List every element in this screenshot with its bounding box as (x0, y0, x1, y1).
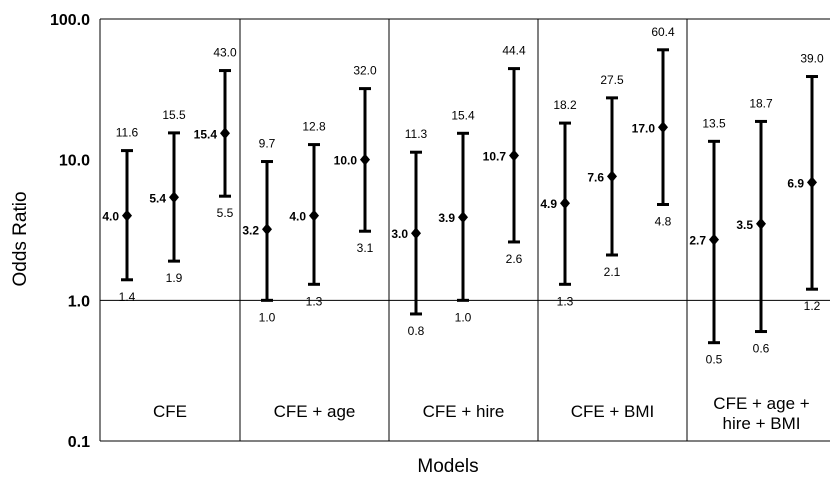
odds-ratio-label: 4.9 (540, 197, 557, 211)
odds-ratio-label: 10.0 (334, 154, 358, 168)
lower-ci-label: 0.5 (706, 353, 723, 367)
upper-ci-label: 15.4 (451, 108, 475, 122)
point-marker (807, 176, 817, 189)
lower-ci-label: 1.9 (166, 271, 183, 285)
odds-ratio-label: 7.6 (587, 170, 604, 184)
y-tick-label: 0.1 (68, 434, 90, 451)
point-marker (709, 233, 719, 246)
lower-ci-label: 0.8 (408, 324, 425, 338)
odds-ratio-label: 17.0 (632, 121, 656, 135)
group-label: CFE + hire (423, 402, 505, 421)
point-marker (309, 209, 319, 222)
y-axis-title: Odds Ratio (10, 191, 31, 286)
lower-ci-label: 2.6 (506, 252, 523, 266)
point-marker (169, 191, 179, 204)
lower-ci-label: 1.0 (259, 310, 276, 324)
x-axis-title: Models (417, 456, 478, 477)
point-marker (262, 223, 272, 236)
lower-ci-label: 1.4 (119, 290, 136, 304)
lower-ci-label: 0.6 (753, 342, 770, 356)
odds-ratio-label: 4.0 (102, 210, 119, 224)
point-marker (122, 209, 132, 222)
odds-ratio-label: 2.7 (689, 234, 706, 248)
upper-ci-label: 11.6 (116, 126, 139, 140)
odds-ratio-label: 6.9 (787, 176, 804, 190)
group-label: CFE + age (274, 402, 356, 421)
chart-marks: CFE 11.6 1.4 4.0 15.5 1.9 5.4 43.0 5.5 15.4 CFE + … (102, 25, 824, 433)
odds-ratio-label: 3.9 (438, 211, 455, 225)
point-marker (607, 170, 617, 183)
odds-ratio-label: 3.0 (391, 227, 408, 241)
upper-ci-label: 12.8 (302, 120, 326, 134)
upper-ci-label: 13.5 (702, 116, 726, 130)
point-marker (658, 121, 668, 134)
point-marker (560, 197, 570, 210)
odds-ratio-label: 5.4 (149, 191, 166, 205)
lower-ci-label: 1.3 (306, 294, 323, 308)
point-marker (220, 127, 230, 140)
upper-ci-label: 18.7 (749, 96, 773, 110)
point-marker (411, 227, 421, 240)
lower-ci-label: 3.1 (357, 241, 374, 255)
point-marker (756, 217, 766, 230)
group-label: CFE (153, 402, 187, 421)
upper-ci-label: 60.4 (651, 25, 675, 39)
upper-ci-label: 11.3 (405, 127, 428, 141)
upper-ci-label: 9.7 (259, 137, 276, 151)
group-label: CFE + BMI (571, 402, 655, 421)
group-label: hire + BMI (723, 414, 801, 433)
upper-ci-label: 39.0 (800, 52, 824, 66)
upper-ci-label: 43.0 (213, 46, 237, 60)
lower-ci-label: 1.2 (804, 299, 821, 313)
upper-ci-label: 18.2 (553, 98, 577, 112)
lower-ci-label: 1.3 (557, 294, 574, 308)
odds-ratio-label: 15.4 (194, 127, 218, 141)
lower-ci-label: 1.0 (455, 310, 472, 324)
odds-ratio-label: 3.2 (242, 223, 259, 237)
upper-ci-label: 15.5 (162, 108, 186, 122)
group-label: CFE + age + (713, 394, 809, 413)
upper-ci-label: 27.5 (600, 73, 624, 87)
lower-ci-label: 4.8 (655, 215, 672, 229)
y-axis: 0.1 1.0 10.0 100.0 (50, 12, 90, 451)
odds-ratio-label: 4.0 (289, 210, 306, 224)
y-tick-label: 100.0 (50, 12, 90, 29)
odds-ratio-label: 3.5 (736, 218, 753, 232)
upper-ci-label: 32.0 (353, 64, 377, 78)
lower-ci-label: 5.5 (217, 206, 234, 220)
point-marker (458, 211, 468, 224)
point-marker (360, 153, 370, 166)
odds-ratio-label: 10.7 (483, 150, 507, 164)
lower-ci-label: 2.1 (604, 265, 621, 279)
upper-ci-label: 44.4 (502, 44, 526, 58)
point-marker (509, 149, 519, 162)
plot-frame (99, 18, 830, 442)
y-tick-label: 1.0 (68, 293, 90, 310)
y-tick-label: 10.0 (59, 153, 90, 170)
